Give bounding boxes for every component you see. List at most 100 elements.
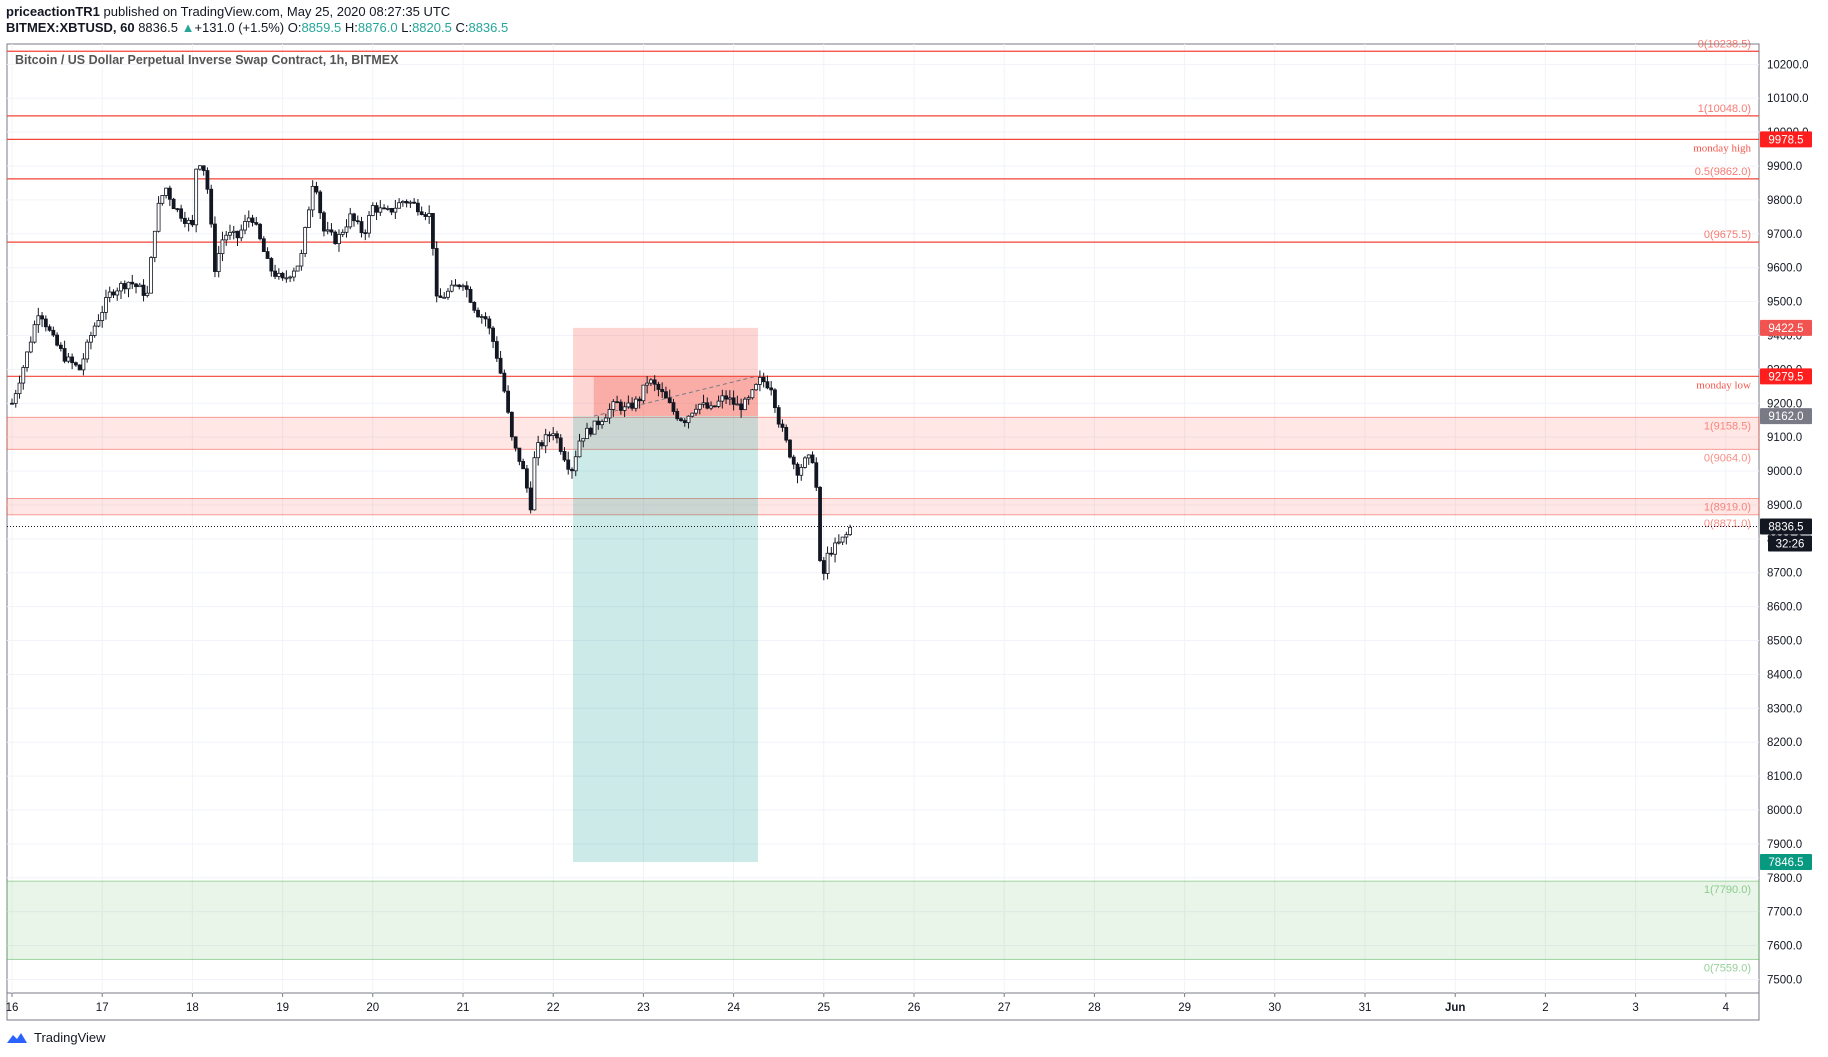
candle-body (453, 284, 458, 287)
time-tick-label: 29 (1178, 1002, 1191, 1014)
time-tick-label: 30 (1268, 1002, 1281, 1014)
candle-body (660, 389, 665, 393)
candle-body (431, 213, 435, 249)
time-axis[interactable]: 16 17 18 19 20 21 22 23 24 25 26 27 28 29 30 31 Jun 2 3 4 (6, 993, 1730, 1014)
candle-body (70, 356, 75, 364)
candle-body (228, 231, 232, 236)
candle-body (773, 389, 777, 409)
publish-info: published on TradingView.com, May 25, 20… (103, 4, 451, 19)
candle-body (269, 258, 274, 272)
candle-body (25, 351, 29, 368)
zones-layer: 1(9158.5) 0(9064.0) 1(8919.0) 0(8871.0) 1(77… (6, 416, 1760, 974)
candle-body (626, 402, 631, 408)
time-tick-label: 23 (637, 1002, 650, 1014)
candle-body (739, 403, 744, 411)
price-tick-label: 9500.0 (1767, 297, 1802, 309)
candle-body (307, 209, 311, 228)
chart-title: Bitcoin / US Dollar Perpetual Inverse Sw… (15, 53, 399, 67)
close-label: C: (455, 20, 469, 35)
candle-body (126, 281, 131, 290)
candle-body (299, 253, 304, 267)
candle-body (36, 315, 41, 326)
zone-top-label: 1(8919.0) (1704, 502, 1751, 514)
candle-body (611, 401, 616, 410)
candle-body (716, 400, 721, 407)
candle-body (374, 205, 379, 213)
candle-body (810, 454, 815, 464)
candle-body (261, 238, 266, 252)
symbol-label[interactable]: BITMEX:XBTUSD, 60 (6, 20, 135, 35)
candle-body (536, 442, 541, 459)
candle-body (239, 229, 244, 239)
candle-body (134, 283, 138, 288)
candle-body (848, 526, 853, 536)
time-tick-label: 16 (6, 1002, 19, 1014)
price-tick-label: 10200.0 (1767, 59, 1809, 71)
candle-body (814, 462, 819, 488)
candle-body (720, 395, 725, 402)
take-profit-area[interactable] (573, 416, 758, 863)
footer-brand[interactable]: TradingView (34, 1030, 106, 1045)
candle-body (107, 291, 112, 298)
candle-body (179, 208, 184, 219)
candle-body (656, 383, 661, 390)
short-position-tool[interactable] (573, 327, 758, 863)
time-tick-label: 24 (727, 1002, 740, 1014)
candle-body (96, 320, 101, 327)
candle-body (588, 427, 593, 435)
time-tick-label: 25 (817, 1002, 830, 1014)
candle-body (337, 233, 341, 245)
candle-body (509, 411, 514, 438)
candle-body (573, 456, 578, 472)
level-label: 0(9675.5) (1704, 229, 1751, 241)
candle-body (201, 165, 206, 171)
open-value: 8859.5 (301, 20, 342, 35)
candle-body (833, 542, 837, 555)
price-change: +131.0 (+1.5%) (194, 20, 285, 35)
candle-body (412, 201, 417, 204)
candle-body (795, 463, 800, 476)
candle-body (329, 229, 334, 233)
price-tag-box (1760, 368, 1812, 385)
candle-body (799, 467, 804, 476)
level-label: 0.5(9862.0) (1695, 166, 1751, 178)
candle-body (404, 201, 409, 204)
low-value: 8820.5 (412, 20, 452, 35)
author-name[interactable]: priceactionTR1 (6, 4, 100, 19)
candle-body (592, 420, 597, 435)
time-tick-label: 4 (1723, 1002, 1730, 1014)
candle-body (464, 285, 469, 290)
countdown-label: 32:26 (1776, 538, 1805, 550)
candle-body (818, 486, 822, 561)
price-tag-label: 9162.0 (1768, 411, 1803, 423)
candle-body (104, 297, 108, 313)
candle-body (303, 227, 308, 254)
candle-body (641, 384, 646, 402)
time-tick-label: 19 (276, 1002, 289, 1014)
candle-body (167, 187, 172, 200)
candle-body (359, 221, 364, 234)
candle-body (618, 401, 623, 411)
candle-body (461, 285, 465, 288)
candle-body (664, 391, 668, 399)
candle-body (295, 265, 300, 272)
candle-body (258, 223, 262, 240)
candle-body (250, 217, 255, 223)
stop-loss-area[interactable] (573, 327, 758, 417)
candle-body (607, 408, 612, 419)
fib-zone (6, 416, 1760, 450)
candle-body (652, 379, 657, 385)
high-value: 8876.0 (357, 20, 398, 35)
price-tick-label: 8100.0 (1767, 771, 1802, 783)
candle-body (130, 281, 135, 285)
candle-body (209, 188, 214, 225)
candle-body (746, 397, 751, 400)
candle-body (73, 362, 78, 366)
candle-body (724, 395, 728, 400)
candle-body (51, 329, 56, 336)
candle-body (340, 231, 345, 235)
candle-body (434, 248, 439, 297)
candle-body (344, 226, 349, 233)
candle-body (821, 560, 826, 574)
